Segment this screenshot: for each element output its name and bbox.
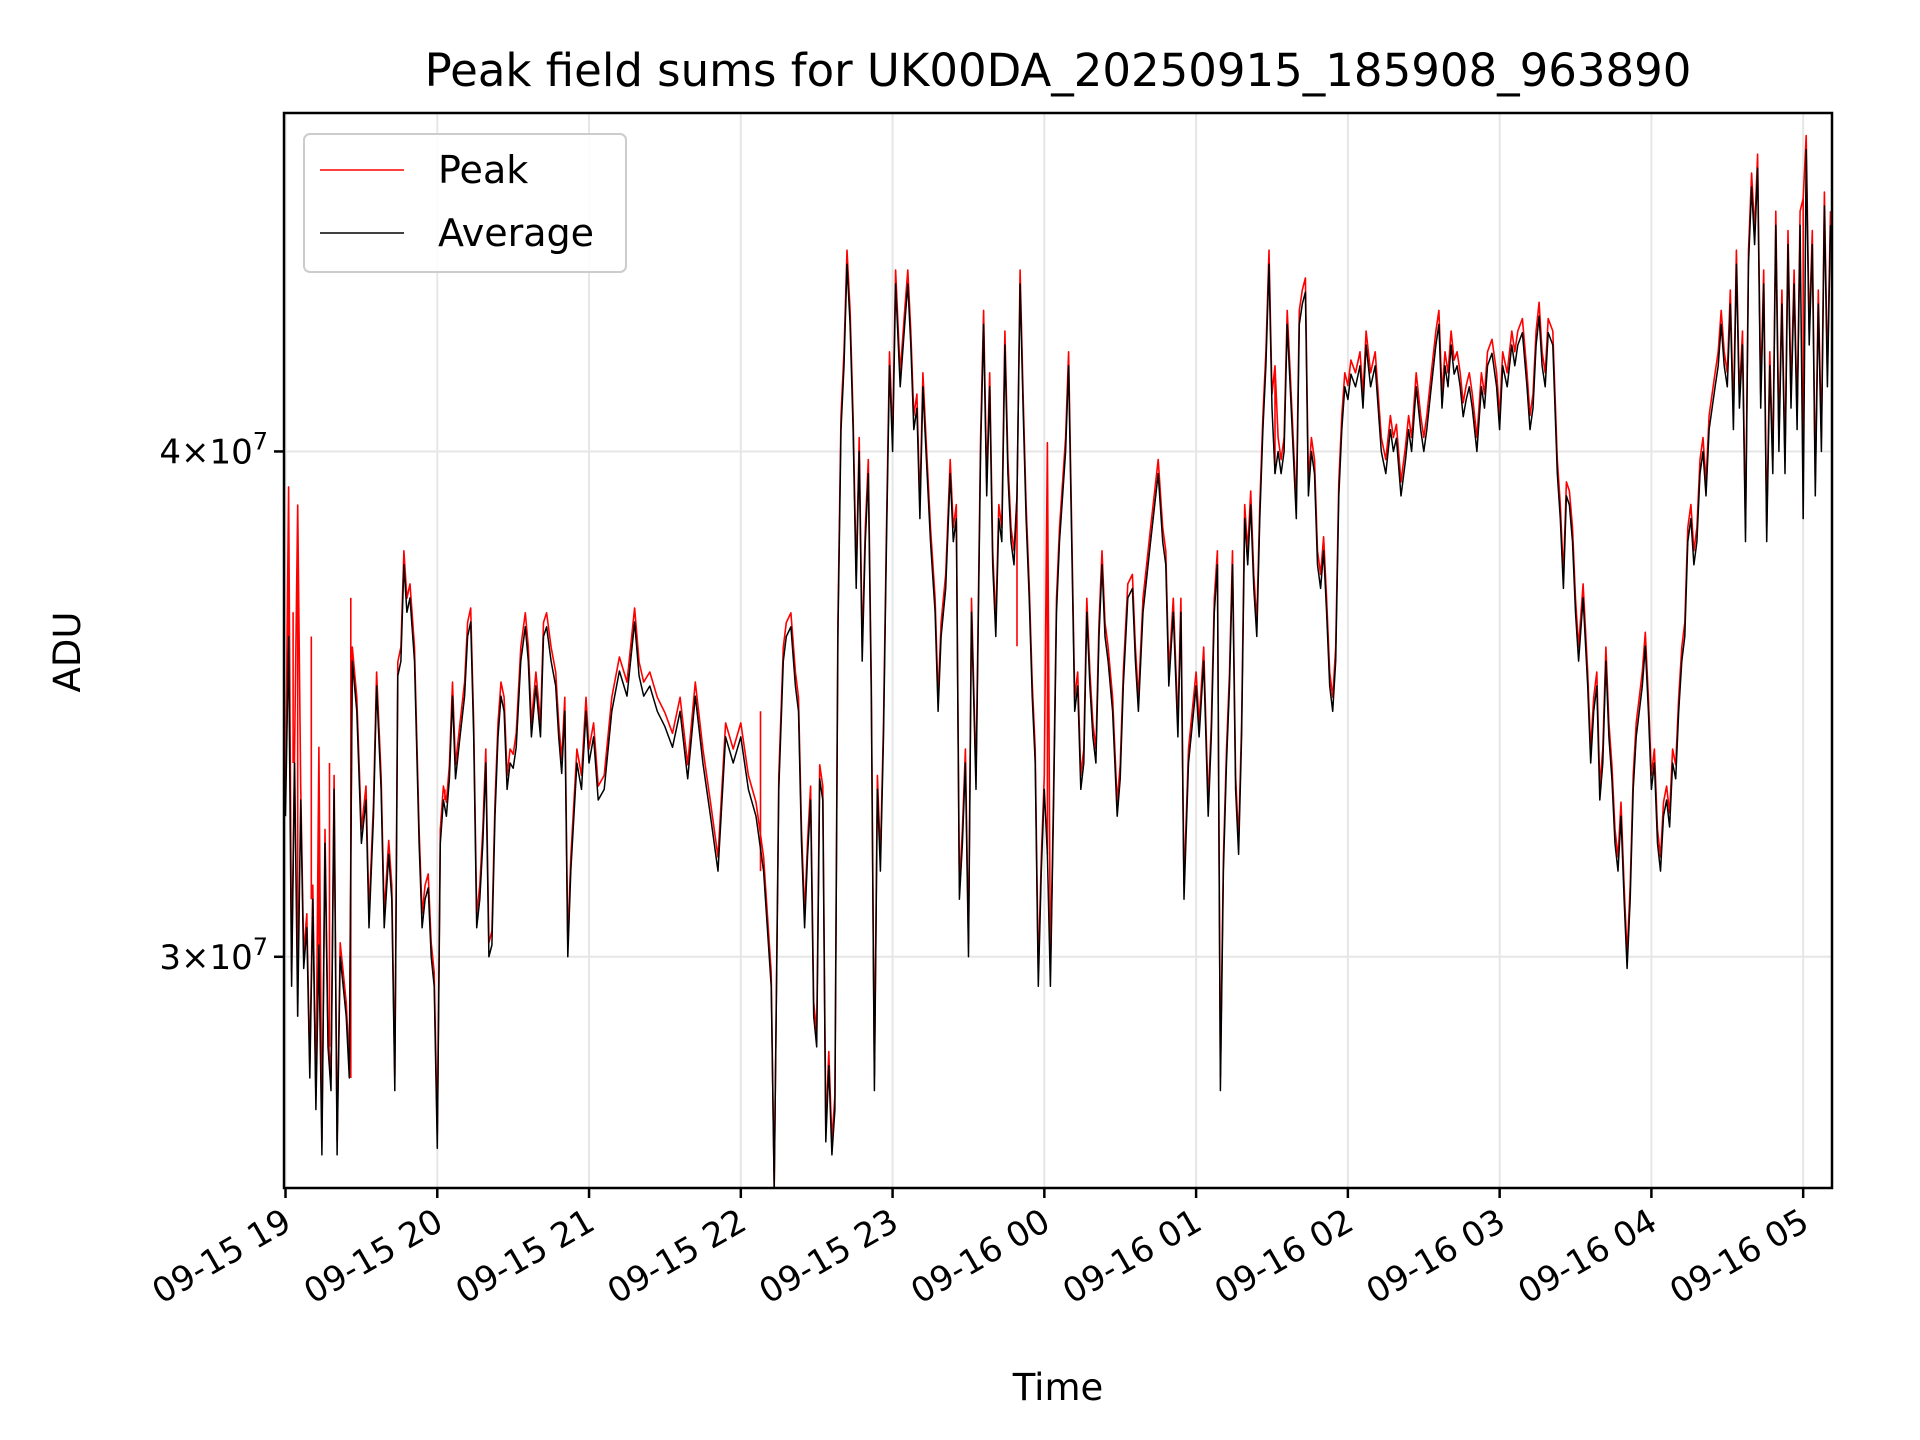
y-axis-label: ADU [46, 612, 89, 693]
series-layer [284, 134, 1832, 1188]
legend: Peak Average [303, 133, 627, 273]
chart-title: Peak field sums for UK00DA_20250915_1859… [425, 44, 1692, 97]
legend-box [303, 133, 627, 273]
legend-label-average: Average [438, 211, 594, 255]
y-tick-label: 4×107 [159, 427, 268, 472]
series-line-average [284, 148, 1832, 1188]
plot-frame [282, 111, 1834, 1190]
y-tick-exponent: 7 [253, 933, 268, 961]
y-tick-exponent: 7 [253, 427, 268, 455]
y-axis: 3×107 4×107 [159, 427, 284, 978]
legend-label-peak: Peak [438, 148, 528, 192]
y-tick-label: 3×107 [159, 933, 268, 978]
x-axis-label: Time [1012, 1366, 1104, 1409]
grid [284, 113, 1832, 1188]
